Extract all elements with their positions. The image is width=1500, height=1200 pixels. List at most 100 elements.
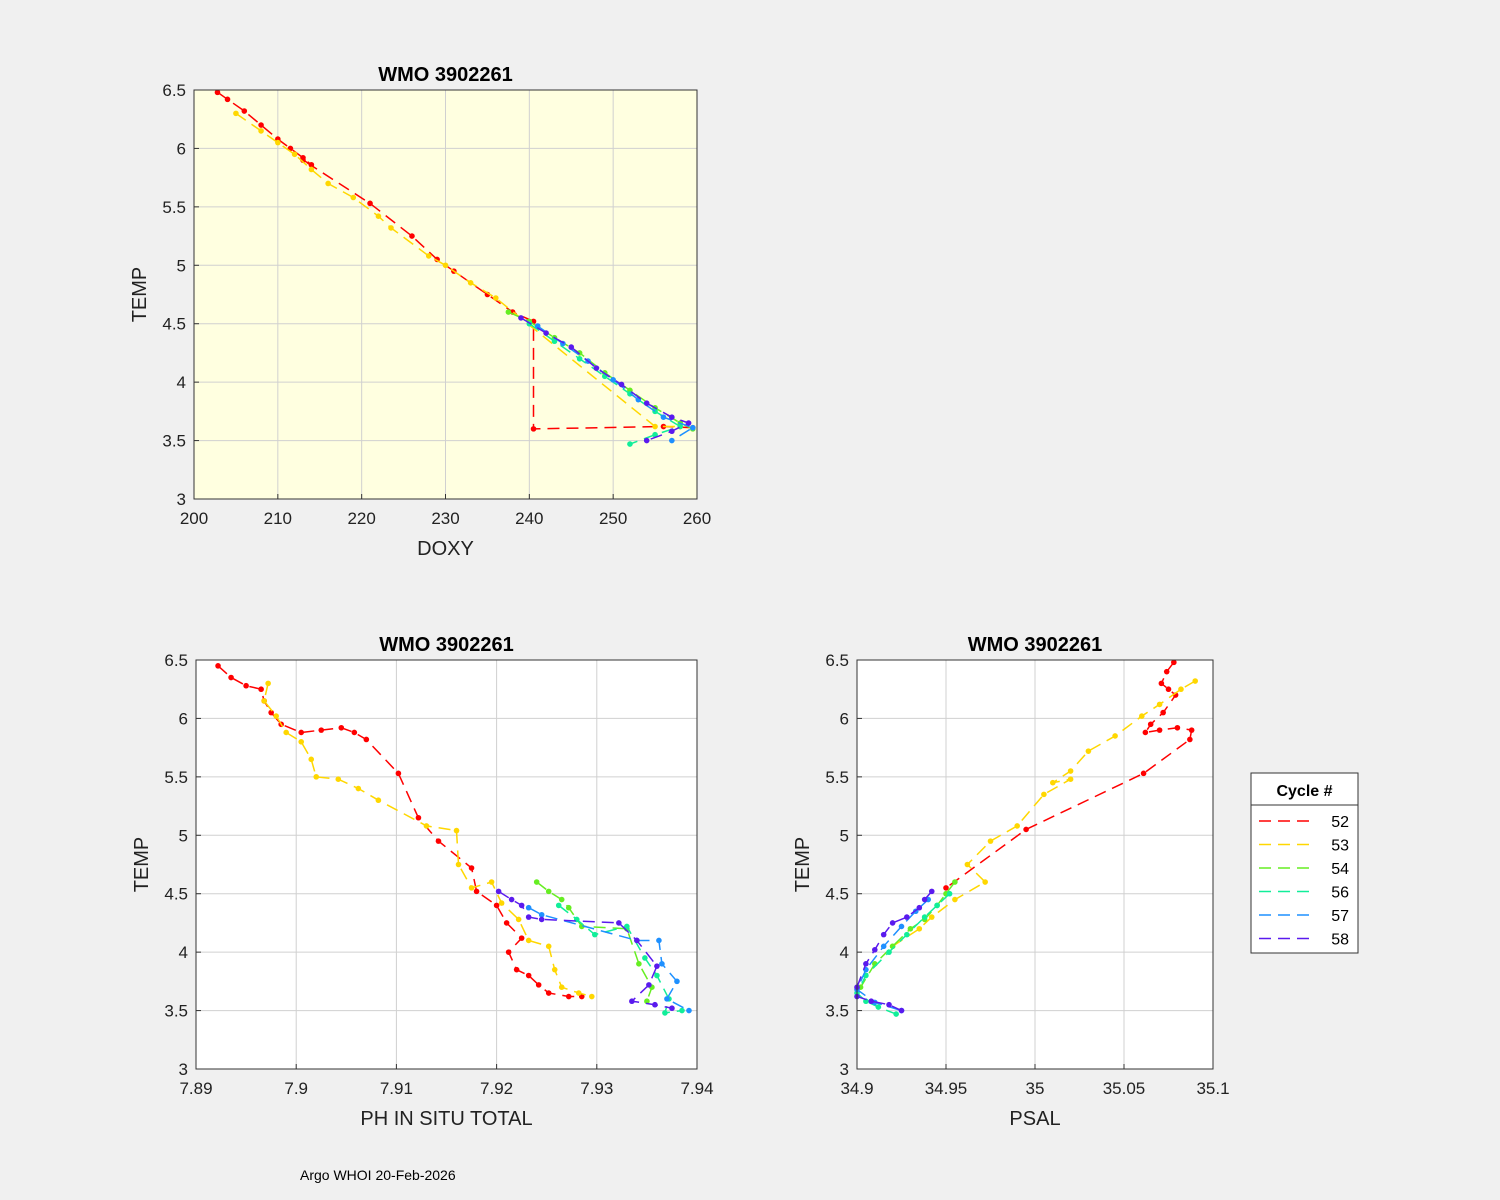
y-axis-label: TEMP — [792, 837, 814, 893]
data-point-58 — [904, 914, 910, 920]
data-point-53 — [308, 166, 315, 173]
data-point-53 — [558, 984, 565, 990]
data-point-53 — [375, 797, 382, 804]
data-point-52 — [468, 865, 475, 871]
data-point-58 — [669, 1005, 675, 1012]
data-point-58 — [921, 896, 928, 903]
y-tick-label: 4.5 — [825, 885, 849, 904]
series-line-56 — [856, 893, 951, 1015]
data-point-53 — [525, 937, 532, 944]
data-point-53 — [298, 739, 305, 745]
y-tick-label: 4 — [179, 943, 188, 962]
data-point-53 — [455, 861, 462, 868]
y-tick-label: 5 — [177, 256, 186, 275]
chart-title: WMO 3902261 — [968, 634, 1103, 656]
data-point-57 — [686, 1007, 692, 1014]
data-point-52 — [1160, 709, 1166, 716]
data-point-57 — [660, 414, 667, 421]
data-point-53 — [952, 896, 958, 903]
data-point-57 — [538, 911, 545, 918]
data-point-53 — [388, 225, 394, 231]
data-point-58 — [669, 428, 675, 435]
y-tick-label: 6 — [177, 139, 186, 158]
legend-label-58: 58 — [1331, 932, 1349, 949]
data-point-53 — [355, 785, 362, 792]
data-point-57 — [610, 377, 616, 383]
data-point-52 — [415, 814, 422, 821]
data-point-56 — [555, 902, 562, 909]
data-point-52 — [298, 729, 305, 736]
y-tick-label: 5 — [179, 826, 188, 845]
data-point-53 — [916, 925, 923, 932]
x-axis-label: PH IN SITU TOTAL — [360, 1108, 532, 1130]
series-line-58 — [520, 317, 691, 442]
data-point-54 — [505, 309, 512, 315]
x-tick-label: 35 — [1026, 1079, 1045, 1098]
x-axis-label: DOXY — [417, 538, 474, 560]
y-tick-label: 3 — [177, 490, 186, 509]
data-point-54 — [533, 879, 540, 885]
data-point-53 — [493, 295, 499, 301]
series-line-52 — [945, 661, 1193, 889]
data-point-56 — [893, 1011, 899, 1017]
data-point-52 — [228, 674, 234, 681]
data-point-53 — [575, 990, 582, 996]
data-point-53 — [588, 993, 595, 1000]
data-point-58 — [543, 330, 549, 336]
y-tick-label: 3.5 — [162, 432, 186, 451]
data-point-52 — [258, 686, 264, 693]
data-point-52 — [214, 89, 221, 96]
data-point-52 — [943, 885, 949, 891]
series-line-57 — [528, 907, 690, 1012]
series-line-53 — [892, 680, 1196, 947]
data-point-52 — [505, 949, 512, 955]
data-point-54 — [907, 925, 914, 932]
data-point-53 — [652, 423, 658, 430]
data-point-56 — [934, 902, 940, 909]
data-point-52 — [367, 200, 373, 207]
data-point-53 — [467, 280, 474, 286]
data-point-53 — [291, 151, 298, 158]
data-point-52 — [318, 727, 325, 733]
data-point-56 — [904, 931, 910, 938]
data-point-53 — [1192, 678, 1198, 684]
data-point-58 — [518, 315, 524, 321]
data-point-54 — [545, 888, 552, 895]
chart-doxy: 200 210 220 230 240 250 260 3 3.5 4 4.5 5 5.5 6 6.5 WMO… — [129, 64, 711, 560]
data-point-58 — [654, 963, 660, 969]
legend-title: Cycle # — [1276, 783, 1332, 800]
data-point-53 — [283, 729, 289, 736]
data-point-52 — [243, 682, 249, 689]
chart-psal: 34.9 34.95 35 35.05 35.1 3 3.5 4 4.5 5 5.5 6 6.5 WMO … — [792, 634, 1230, 1130]
x-tick-label: 210 — [264, 509, 292, 528]
data-point-57 — [534, 323, 541, 329]
data-point-58 — [568, 344, 575, 350]
plot-area — [196, 660, 697, 1069]
data-point-53 — [308, 756, 315, 763]
data-point-58 — [518, 902, 525, 909]
x-tick-label: 230 — [431, 509, 459, 528]
y-axis-label: TEMP — [129, 267, 151, 323]
data-point-52 — [268, 709, 274, 716]
data-point-52 — [1174, 724, 1181, 731]
y-tick-label: 3 — [179, 1060, 188, 1079]
data-point-52 — [351, 729, 358, 736]
data-point-52 — [215, 663, 221, 669]
data-point-52 — [513, 966, 520, 973]
data-point-58 — [495, 888, 502, 895]
data-point-58 — [629, 998, 635, 1005]
data-point-54 — [952, 879, 958, 885]
data-point-54 — [578, 923, 585, 930]
y-tick-label: 3 — [840, 1060, 849, 1079]
y-tick-label: 6.5 — [164, 651, 188, 670]
data-point-56 — [654, 972, 660, 979]
data-point-53 — [1014, 823, 1020, 829]
data-point-58 — [898, 1007, 905, 1014]
x-tick-label: 7.89 — [179, 1079, 212, 1098]
data-point-52 — [518, 935, 525, 941]
data-point-57 — [659, 961, 665, 967]
data-point-52 — [1188, 727, 1195, 733]
data-point-53 — [1085, 748, 1092, 754]
data-point-53 — [261, 698, 267, 704]
data-point-53 — [1156, 701, 1163, 708]
